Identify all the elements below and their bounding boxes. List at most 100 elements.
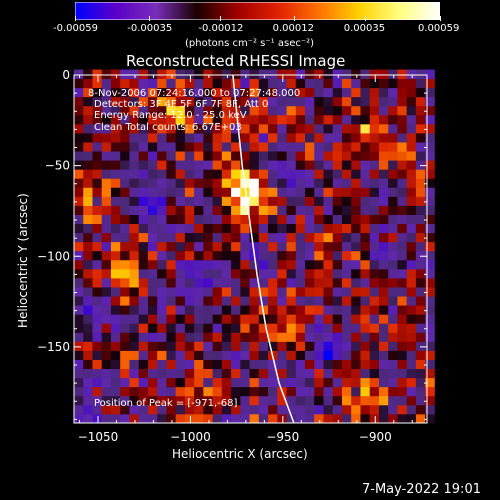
heatmap-cell bbox=[258, 114, 269, 125]
heatmap-cell bbox=[120, 287, 130, 297]
heatmap-cell bbox=[212, 142, 223, 152]
heatmap-cell bbox=[110, 160, 121, 170]
heatmap-cell bbox=[203, 305, 214, 315]
heatmap-cell bbox=[305, 386, 315, 397]
heatmap-cell bbox=[147, 87, 158, 98]
heatmap-cell bbox=[120, 169, 130, 179]
heatmap-cell bbox=[341, 350, 352, 360]
heatmap-cell bbox=[221, 341, 232, 351]
heatmap-cell bbox=[120, 350, 130, 360]
heatmap-cell bbox=[360, 223, 371, 234]
heatmap-cell bbox=[351, 332, 361, 342]
heatmap-cell bbox=[268, 232, 278, 243]
heatmap-cell bbox=[360, 205, 371, 215]
heatmap-cell bbox=[351, 151, 361, 161]
heatmap-cell bbox=[360, 305, 371, 315]
heatmap-cell bbox=[101, 241, 112, 252]
heatmap-cell bbox=[184, 287, 195, 297]
heatmap-cell bbox=[231, 323, 241, 333]
heatmap-cell bbox=[83, 96, 93, 107]
heatmap-cell bbox=[74, 223, 84, 234]
heatmap-cell bbox=[406, 323, 417, 333]
heatmap-cell bbox=[194, 314, 204, 324]
heatmap-cell bbox=[175, 350, 186, 360]
heatmap-cell bbox=[415, 332, 426, 342]
heatmap-cell bbox=[184, 105, 195, 116]
heatmap-cell bbox=[101, 69, 112, 80]
heatmap-cell bbox=[351, 96, 361, 107]
heatmap-cell bbox=[157, 413, 167, 424]
heatmap-cell bbox=[203, 377, 214, 388]
colorbar-tick-mark bbox=[365, 16, 367, 21]
heatmap-cell bbox=[425, 314, 435, 324]
heatmap-cell bbox=[258, 395, 269, 406]
heatmap-cell bbox=[74, 114, 84, 125]
heatmap-cell bbox=[175, 133, 186, 143]
heatmap-cell bbox=[305, 259, 315, 270]
heatmap-cell bbox=[332, 160, 343, 170]
heatmap-cell bbox=[397, 205, 408, 215]
heatmap-cell bbox=[332, 296, 343, 306]
colorbar-tick-mark bbox=[294, 16, 296, 21]
heatmap-cell bbox=[83, 78, 93, 89]
heatmap-cell bbox=[212, 96, 223, 107]
heatmap-cell bbox=[92, 123, 103, 134]
heatmap-cell bbox=[378, 413, 389, 424]
heatmap-cell bbox=[101, 133, 112, 143]
heatmap-cell bbox=[425, 123, 435, 134]
heatmap-cell bbox=[332, 178, 343, 188]
heatmap-cell bbox=[92, 296, 103, 306]
heatmap-cell bbox=[341, 341, 352, 351]
heatmap-cell bbox=[388, 114, 398, 125]
heatmap-cell bbox=[175, 259, 186, 270]
heatmap-cell bbox=[351, 241, 361, 252]
heatmap-cell bbox=[397, 151, 408, 161]
heatmap-cell bbox=[212, 359, 223, 370]
heatmap-cell bbox=[92, 205, 103, 215]
heatmap-cell bbox=[203, 178, 214, 188]
heatmap-cell bbox=[83, 323, 93, 333]
heatmap-cell bbox=[212, 232, 223, 243]
heatmap-cell bbox=[129, 341, 140, 351]
heatmap-cell bbox=[129, 196, 140, 206]
heatmap-cell bbox=[240, 78, 250, 89]
heatmap-cell bbox=[397, 232, 408, 243]
heatmap-cell bbox=[194, 96, 204, 107]
heatmap-cell bbox=[120, 223, 130, 234]
heatmap-cell bbox=[425, 413, 435, 424]
heatmap-cell bbox=[74, 413, 84, 424]
heatmap-cell bbox=[332, 413, 343, 424]
heatmap-cell bbox=[157, 278, 167, 288]
heatmap-cell bbox=[194, 133, 204, 143]
heatmap-cell bbox=[415, 87, 426, 98]
heatmap-cell bbox=[341, 386, 352, 397]
heatmap-cell bbox=[332, 287, 343, 297]
heatmap-cell bbox=[101, 87, 112, 98]
heatmap-cell bbox=[175, 268, 186, 279]
heatmap-cell bbox=[323, 350, 334, 360]
heatmap-cell bbox=[341, 214, 352, 225]
heatmap-cell bbox=[110, 178, 121, 188]
heatmap-cell bbox=[166, 359, 177, 370]
heatmap-cell bbox=[351, 223, 361, 234]
heatmap-cell bbox=[240, 377, 250, 388]
heatmap-cell bbox=[92, 142, 103, 152]
heatmap-cell bbox=[231, 133, 241, 143]
heatmap-cell bbox=[425, 114, 435, 125]
heatmap-cell bbox=[341, 169, 352, 179]
heatmap-cell bbox=[147, 105, 158, 116]
heatmap-cell bbox=[175, 395, 186, 406]
heatmap-cell bbox=[110, 241, 121, 252]
heatmap-cell bbox=[305, 250, 315, 261]
heatmap-cell bbox=[74, 160, 84, 170]
colorbar-tick-label: -0.00059 bbox=[53, 23, 98, 34]
heatmap-cell bbox=[305, 69, 315, 80]
heatmap-cell bbox=[249, 105, 260, 116]
heatmap-cell bbox=[101, 259, 112, 270]
heatmap-cell bbox=[425, 87, 435, 98]
heatmap-cell bbox=[332, 259, 343, 270]
heatmap-cell bbox=[221, 87, 232, 98]
heatmap-cell bbox=[147, 332, 158, 342]
heatmap-cell bbox=[203, 250, 214, 261]
heatmap-cell bbox=[268, 69, 278, 80]
